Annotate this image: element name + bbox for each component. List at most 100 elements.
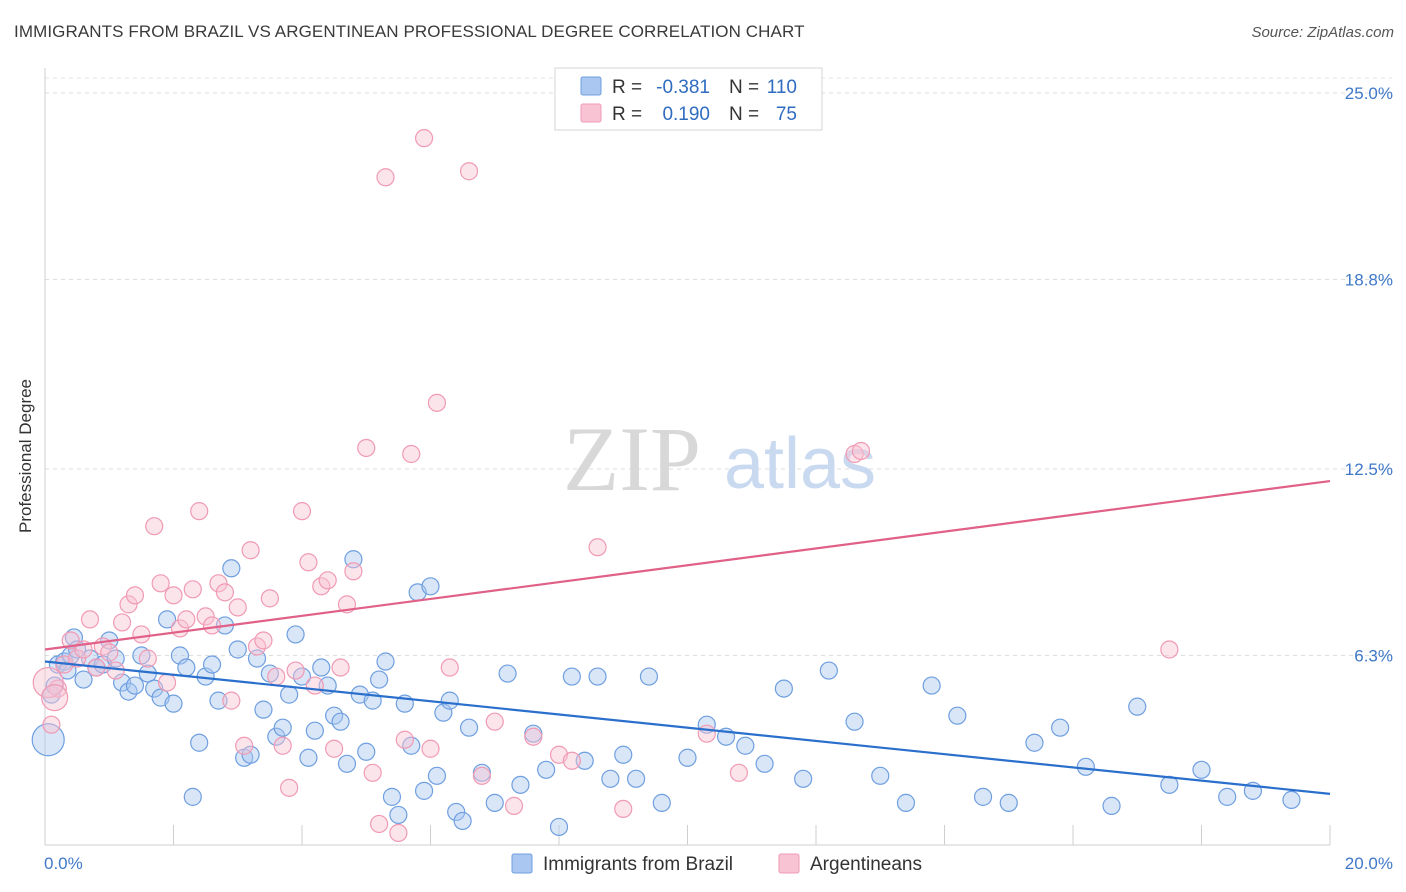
- series-0-point: [337, 754, 357, 773]
- stats-swatch-0: [580, 76, 602, 96]
- series-1-point: [318, 571, 337, 590]
- series-1-point: [164, 586, 183, 605]
- series-1-point: [440, 658, 459, 677]
- series-1-point: [42, 715, 61, 734]
- series-0-point: [183, 787, 202, 806]
- series-0-point: [453, 811, 472, 831]
- series-0-point: [896, 793, 916, 812]
- series-0-point: [389, 805, 408, 825]
- series-0-point: [414, 781, 434, 800]
- series-0-point: [626, 769, 646, 788]
- series-0-point: [305, 721, 324, 740]
- series-1-point: [215, 583, 234, 602]
- series-1-point: [485, 712, 504, 731]
- series-1-point: [202, 616, 222, 635]
- series-1-point: [32, 666, 64, 699]
- watermark-zip: ZIP: [563, 408, 701, 510]
- tick-labels: 6.3% 12.5% 18.8% 25.0% 0.0% 20.0%: [44, 84, 1393, 873]
- chart-source: Source: ZipAtlas.com: [1251, 24, 1394, 41]
- series-0-point: [774, 679, 793, 698]
- series-0-point: [485, 793, 504, 812]
- legend-swatch-0: [511, 853, 533, 874]
- series-1-point: [222, 691, 241, 710]
- series-0-point: [254, 700, 273, 719]
- series-1-point: [280, 778, 299, 797]
- series-1-point: [729, 763, 749, 782]
- series-0-point: [819, 661, 838, 680]
- series-1-point: [524, 727, 543, 746]
- series-1-point: [260, 589, 279, 608]
- stats-r-value: -0.381: [656, 77, 710, 98]
- series-1-point: [138, 649, 157, 668]
- series-1-point: [100, 643, 119, 662]
- series-0-point: [209, 691, 228, 710]
- series-1-trend-line: [44, 479, 1331, 651]
- series-1-point: [235, 736, 254, 755]
- series-1-point: [106, 661, 125, 680]
- stats-n-value: 110: [767, 77, 797, 98]
- series-0-point: [202, 655, 222, 674]
- series-0-point: [794, 769, 813, 788]
- series-1-point: [370, 814, 389, 834]
- series-0-point: [222, 559, 241, 578]
- series-1-point: [273, 736, 292, 755]
- series-0-point: [639, 667, 659, 686]
- chart-title: IMMIGRANTS FROM BRAZIL VS ARGENTINEAN PR…: [14, 22, 805, 41]
- series-1-point: [389, 823, 408, 843]
- series-1-point: [357, 438, 376, 458]
- series-0-point: [575, 751, 594, 770]
- series-0-point: [498, 664, 517, 683]
- series-1-point: [41, 684, 69, 712]
- series-0-point: [280, 685, 299, 704]
- stats-n-value: 75: [776, 104, 797, 125]
- series-1-point: [459, 162, 479, 181]
- series-1-point: [851, 441, 871, 461]
- series-0-point: [1076, 757, 1095, 776]
- series-0-point: [157, 610, 177, 629]
- series-1-point: [119, 595, 138, 614]
- data-points: [31, 129, 1301, 843]
- trend-lines: [44, 479, 1331, 795]
- series-0-point: [973, 787, 993, 806]
- series-0-point: [871, 766, 890, 785]
- series-0-point: [382, 787, 402, 806]
- series-0-point: [331, 712, 350, 731]
- series-1-point: [267, 667, 286, 686]
- stats-r-label: R =: [612, 104, 642, 125]
- series-1-point: [145, 517, 164, 536]
- series-1-point: [305, 676, 324, 695]
- series-1-point: [376, 168, 395, 187]
- series-0-point: [459, 718, 479, 737]
- series-0-point: [74, 670, 93, 689]
- series-0-point: [922, 676, 941, 695]
- series-0-point: [755, 754, 774, 773]
- series-1-point: [132, 625, 151, 644]
- series-0-point: [1102, 796, 1121, 815]
- stats-swatch-1: [580, 103, 602, 123]
- series-1-point: [427, 393, 447, 412]
- series-1-point: [177, 610, 196, 629]
- stats-n-label: N =: [729, 104, 759, 125]
- series-0-point: [588, 667, 607, 686]
- series-1-point: [472, 766, 491, 785]
- series-1-point: [80, 610, 100, 629]
- y-tick-label: 6.3%: [1354, 647, 1393, 666]
- series-1-point: [228, 598, 247, 617]
- series-0-point: [511, 775, 530, 794]
- watermark-atlas: atlas: [724, 424, 876, 504]
- series-1-point: [112, 613, 132, 632]
- series-1-point: [331, 658, 350, 677]
- series-0-point: [1192, 760, 1211, 779]
- series-1-point: [254, 631, 273, 650]
- series-0-trend-line: [44, 660, 1331, 795]
- series-0-point: [1025, 733, 1044, 752]
- stats-r-label: R =: [612, 77, 642, 98]
- series-0-point: [357, 742, 376, 761]
- series-1-point: [395, 730, 414, 749]
- series-0-point: [299, 748, 318, 767]
- series-1-point: [562, 751, 581, 770]
- x-tick-label: 20.0%: [1345, 854, 1393, 873]
- series-0-point: [427, 766, 447, 785]
- series-0-point: [228, 640, 247, 659]
